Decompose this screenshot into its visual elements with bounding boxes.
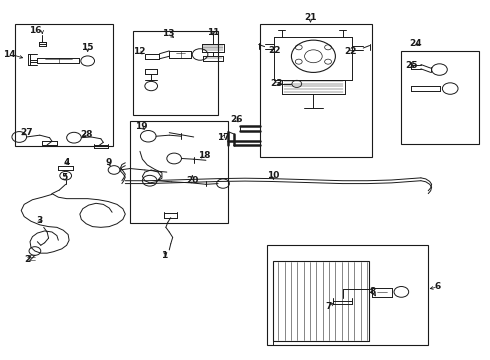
- Text: 12: 12: [133, 47, 146, 56]
- Text: 16: 16: [28, 26, 41, 35]
- Text: 18: 18: [197, 151, 210, 160]
- Text: 3: 3: [37, 216, 43, 225]
- Bar: [133, 31, 218, 116]
- Text: 6: 6: [435, 282, 441, 291]
- Text: 24: 24: [409, 39, 422, 48]
- Text: 22: 22: [344, 47, 357, 56]
- Text: 5: 5: [61, 173, 67, 182]
- Text: 25: 25: [405, 61, 417, 70]
- Text: 2: 2: [24, 255, 31, 264]
- Text: 13: 13: [162, 29, 174, 38]
- Text: 14: 14: [3, 50, 16, 59]
- Bar: [273, 261, 368, 341]
- Bar: [401, 51, 479, 144]
- Text: 21: 21: [304, 13, 317, 22]
- Text: 11: 11: [207, 28, 220, 37]
- Bar: [260, 24, 372, 157]
- Text: 22: 22: [268, 46, 281, 55]
- Text: 17: 17: [217, 133, 229, 142]
- Bar: [267, 244, 428, 345]
- Text: 8: 8: [370, 287, 376, 296]
- Text: 10: 10: [267, 171, 279, 180]
- Text: 9: 9: [105, 158, 111, 167]
- Text: 23: 23: [270, 80, 283, 89]
- Bar: [15, 24, 113, 146]
- Text: 20: 20: [187, 176, 199, 185]
- Text: 19: 19: [135, 122, 147, 131]
- Text: 28: 28: [80, 130, 93, 139]
- Text: 26: 26: [230, 115, 243, 124]
- Text: 1: 1: [161, 251, 168, 260]
- Text: 4: 4: [64, 158, 70, 167]
- Bar: [130, 121, 228, 223]
- Text: 15: 15: [81, 43, 94, 52]
- Text: 27: 27: [20, 128, 32, 137]
- Text: 7: 7: [326, 302, 332, 311]
